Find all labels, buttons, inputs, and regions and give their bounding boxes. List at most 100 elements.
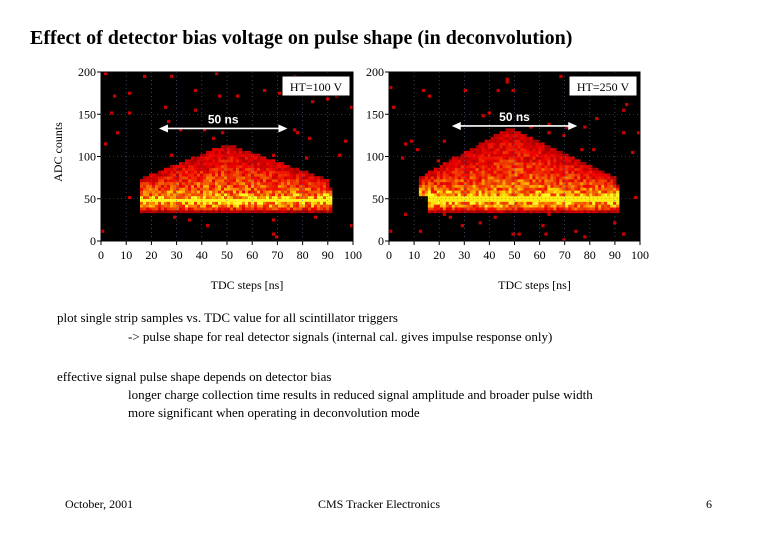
heat-cell — [490, 153, 494, 157]
heat-cell — [218, 201, 222, 205]
heat-cell — [571, 173, 575, 177]
heat-cell — [329, 195, 333, 200]
heat-cell — [571, 210, 575, 214]
heat-cell — [475, 150, 479, 154]
heat-cell — [245, 179, 249, 183]
heat-cell — [523, 181, 527, 185]
heat-cell — [508, 139, 512, 143]
heat-cell — [499, 153, 503, 157]
heat-cell — [221, 190, 225, 194]
heat-cell — [451, 210, 456, 214]
heat-cell — [592, 179, 596, 183]
heat-cell — [212, 193, 216, 197]
arrow-left-head-icon — [158, 124, 168, 133]
heat-cell — [547, 181, 551, 185]
heat-cell — [248, 164, 252, 169]
heat-cell — [463, 162, 467, 166]
heat-cell — [517, 156, 521, 160]
heat-cell — [263, 88, 267, 93]
heat-cell — [502, 204, 506, 208]
heat-cell — [550, 190, 554, 194]
heat-cell — [421, 181, 426, 185]
heat-cell — [559, 159, 563, 163]
heat-cell — [424, 173, 429, 177]
arrow-right-head-icon — [278, 124, 288, 133]
heat-cell — [290, 204, 294, 208]
heat-cell — [257, 176, 261, 180]
heat-cell — [236, 176, 240, 180]
heat-cell — [478, 184, 482, 188]
heat-cell — [529, 193, 533, 197]
heat-cell — [496, 204, 500, 208]
heat-cell — [508, 167, 512, 171]
heat-cell — [523, 153, 527, 157]
heat-cell — [326, 184, 330, 188]
heat-cell — [320, 195, 324, 200]
heat-cell — [499, 145, 503, 149]
heat-cell — [535, 145, 539, 149]
heat-cell — [472, 201, 476, 205]
heat-cell — [562, 198, 566, 202]
heat-cell — [514, 193, 518, 197]
heat-cell — [290, 190, 294, 194]
heat-cell — [460, 187, 464, 191]
heat-cell — [221, 162, 225, 166]
heat-cell — [553, 184, 557, 188]
heat-cell — [454, 187, 459, 191]
heat-cell — [487, 148, 491, 152]
heat-cell — [547, 184, 551, 188]
heat-cell — [427, 198, 432, 202]
heat-cell — [185, 179, 189, 183]
heat-cell — [221, 150, 225, 154]
heat-cell — [553, 193, 557, 197]
heat-cell — [529, 173, 533, 177]
heat-cell — [305, 207, 309, 211]
heat-cell — [493, 156, 497, 160]
heat-cell — [478, 193, 482, 197]
heat-cell — [496, 167, 500, 171]
heat-cell — [317, 207, 321, 211]
heat-cell — [478, 170, 482, 174]
heat-cell — [436, 195, 441, 200]
heat-cell — [493, 195, 497, 200]
heat-cell — [517, 184, 521, 188]
heat-cell — [514, 173, 518, 177]
heat-cell — [526, 150, 530, 154]
heat-cell — [550, 201, 554, 205]
heat-cell — [266, 173, 270, 177]
heat-cell — [517, 195, 521, 200]
heat-cell — [311, 173, 315, 177]
heat-cell — [278, 173, 282, 177]
heat-cell — [517, 150, 521, 154]
heat-cell — [230, 148, 234, 152]
heat-cell — [601, 201, 605, 205]
heat-cell — [263, 207, 267, 211]
heat-cell — [173, 179, 177, 183]
heat-cell — [149, 184, 153, 188]
heat-cell — [209, 156, 213, 160]
heat-cell — [523, 179, 527, 183]
heat-cell — [487, 187, 491, 191]
heat-cell — [478, 179, 482, 183]
heat-cell — [616, 187, 620, 191]
heat-cell — [469, 173, 473, 177]
heat-cell — [314, 187, 318, 191]
heat-cell — [278, 204, 282, 208]
heat-cell — [553, 148, 557, 152]
heat-cell — [511, 187, 515, 191]
heat-cell — [191, 198, 195, 202]
heat-cell — [523, 150, 527, 154]
heat-cell — [466, 167, 470, 171]
heat-cell — [185, 159, 189, 163]
heat-cell — [203, 181, 207, 185]
heat-cell — [556, 173, 560, 177]
heat-cell — [508, 195, 512, 200]
heat-cell — [487, 142, 491, 146]
heat-cell — [457, 156, 462, 160]
heat-cell — [553, 195, 557, 200]
heat-cell — [514, 198, 518, 202]
heat-cell — [284, 187, 288, 191]
heat-cell — [547, 131, 551, 135]
text-line-4: longer charge collection time results in… — [128, 387, 593, 402]
heat-cell — [565, 195, 569, 200]
